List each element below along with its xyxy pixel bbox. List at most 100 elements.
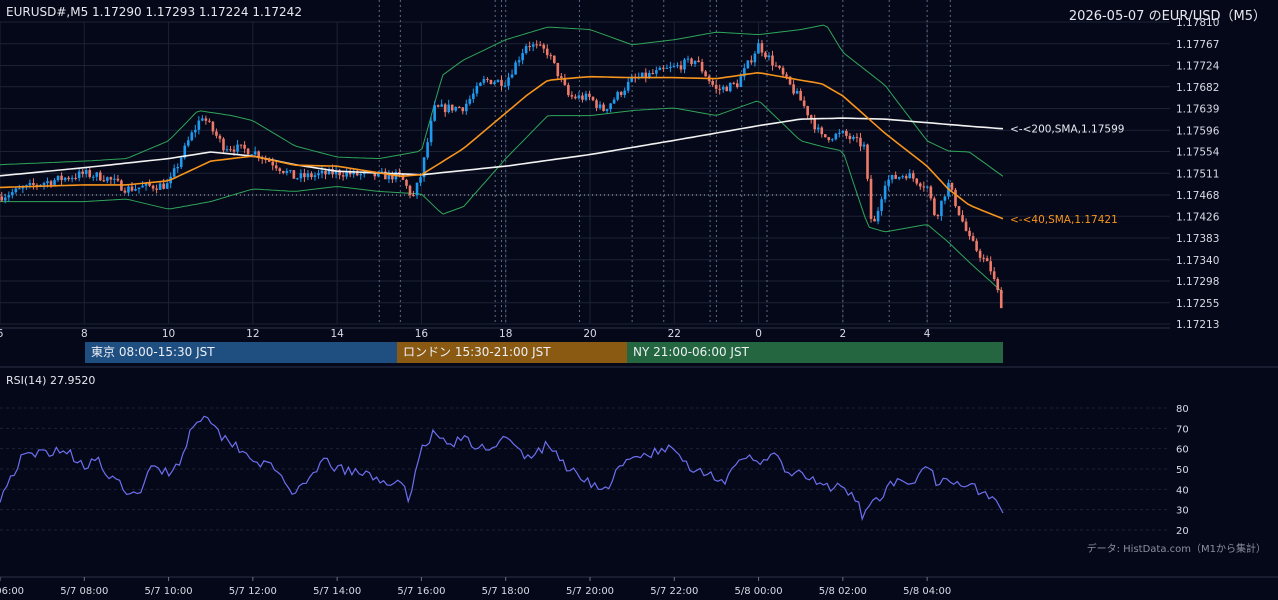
candle: [327, 167, 331, 175]
candle-body: [324, 170, 327, 175]
candle-body: [172, 168, 176, 177]
candle: [883, 180, 887, 203]
candle: [77, 168, 81, 182]
event-lines: [0, 0, 1003, 324]
candle: [718, 84, 721, 95]
candle-body: [63, 177, 67, 181]
candle: [911, 170, 915, 182]
candle: [201, 115, 204, 122]
candle: [479, 81, 482, 87]
candle: [32, 178, 35, 190]
candle-body: [598, 104, 602, 108]
candle: [753, 50, 757, 67]
candle: [679, 60, 683, 73]
candle-body: [53, 180, 56, 185]
candle-body: [391, 173, 394, 180]
price-tick-label: 1.17511: [1176, 168, 1219, 180]
candle: [838, 129, 841, 138]
candle-body: [253, 151, 257, 155]
candle: [359, 172, 363, 180]
candle-body: [461, 107, 465, 112]
candle: [595, 98, 598, 112]
bollinger-upper: [0, 24, 1004, 177]
candle: [472, 88, 475, 103]
candle: [869, 174, 873, 223]
candle-body: [890, 174, 894, 180]
candle-body: [538, 44, 542, 46]
candle-body: [669, 66, 672, 68]
candle: [626, 77, 630, 94]
price-tick-label: 1.17682: [1176, 82, 1219, 94]
candle: [528, 41, 531, 52]
candle-body: [123, 190, 127, 193]
candle: [943, 195, 947, 205]
candle: [486, 77, 489, 83]
candle: [215, 128, 218, 139]
candle-body: [0, 196, 4, 201]
candle-body: [60, 175, 63, 181]
candle: [971, 232, 975, 242]
candle-body: [457, 106, 461, 108]
candle-body: [848, 135, 852, 140]
candle-body: [507, 77, 510, 86]
candle: [158, 181, 162, 190]
candle: [890, 174, 894, 184]
candle-body: [644, 72, 648, 78]
time-tick-label: 20: [583, 328, 596, 340]
candle-body: [581, 95, 584, 100]
candle: [760, 40, 764, 57]
candle: [655, 66, 658, 77]
candle: [940, 200, 943, 221]
candle-body: [771, 55, 774, 66]
candle-body: [866, 144, 869, 179]
rsi-tick-label: 30: [1176, 506, 1189, 517]
candle: [440, 99, 443, 108]
candle-body: [609, 103, 612, 110]
candle-body: [591, 96, 595, 101]
candle-body: [130, 186, 134, 191]
candle-body: [795, 90, 799, 94]
candle-body: [74, 177, 77, 179]
candle: [91, 174, 95, 181]
candle-body: [450, 104, 454, 111]
candle-body: [436, 105, 440, 107]
candle: [299, 169, 303, 183]
candle: [278, 167, 282, 175]
candle-body: [757, 43, 760, 54]
candle-body: [155, 188, 158, 190]
candle: [137, 187, 141, 194]
candle-body: [605, 109, 609, 111]
candle: [922, 181, 926, 192]
candle: [735, 79, 739, 89]
candle-body: [299, 173, 303, 179]
candle-body: [84, 170, 88, 174]
candle-body: [373, 171, 377, 177]
candle-body: [405, 179, 408, 186]
candle: [521, 48, 524, 65]
candle: [581, 92, 584, 103]
candle-body: [549, 55, 553, 57]
candle: [81, 169, 85, 178]
candle-body: [109, 177, 113, 180]
candle: [313, 172, 317, 181]
candle: [310, 171, 313, 180]
sma-annotation: <-<40,SMA,1.17421: [1010, 214, 1118, 226]
candle-body: [176, 166, 180, 169]
candle: [757, 39, 760, 54]
candle: [964, 218, 968, 232]
candle: [134, 184, 137, 192]
candle: [577, 91, 581, 100]
candle: [186, 136, 190, 148]
candle: [194, 124, 197, 138]
candle-body: [377, 171, 380, 177]
candle-body: [194, 129, 197, 133]
candle: [721, 84, 725, 93]
candle-body: [648, 72, 651, 78]
candle: [992, 267, 996, 282]
candle: [450, 104, 454, 113]
candle-body: [545, 48, 549, 56]
rsi-axis: 80 70 60 50 40 30 20: [1176, 404, 1189, 537]
candle-body: [429, 120, 433, 143]
candle: [496, 79, 500, 83]
